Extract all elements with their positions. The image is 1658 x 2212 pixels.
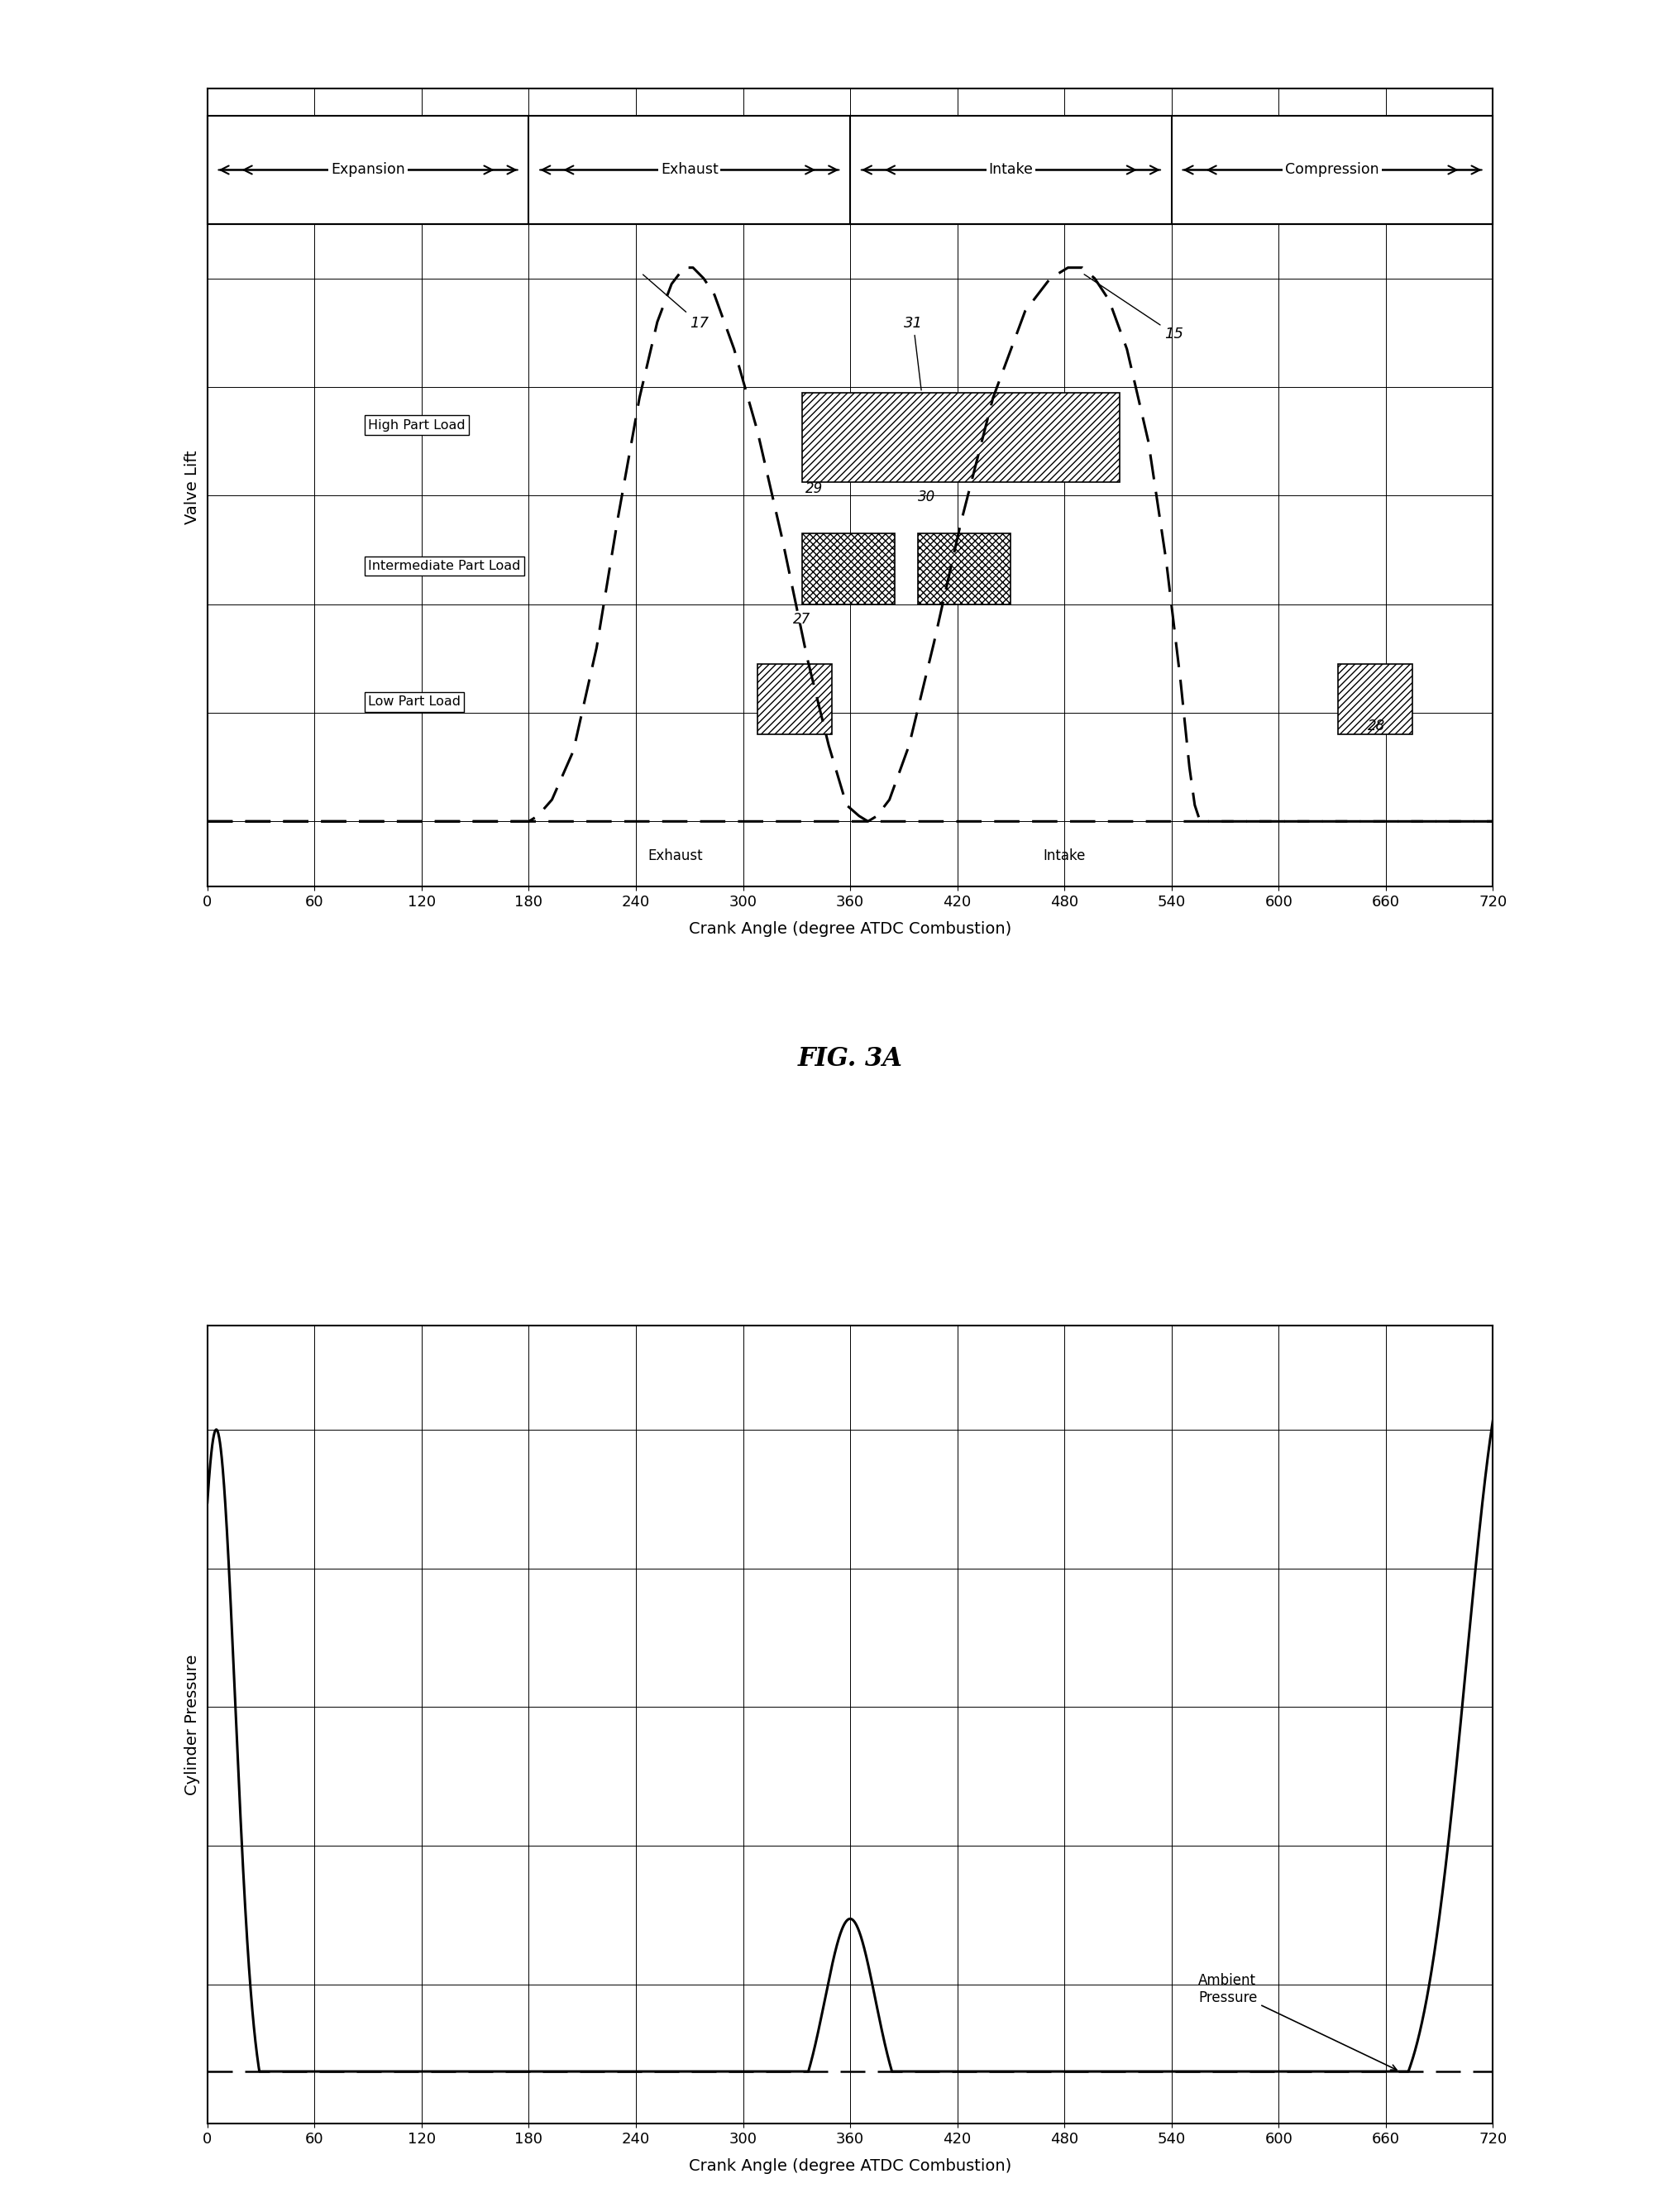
Bar xyxy=(1336,664,1413,734)
X-axis label: Crank Angle (degree ATDC Combustion): Crank Angle (degree ATDC Combustion) xyxy=(688,2159,1011,2174)
Text: 31: 31 xyxy=(904,316,922,389)
Text: Compression: Compression xyxy=(1285,161,1378,177)
X-axis label: Crank Angle (degree ATDC Combustion): Crank Angle (degree ATDC Combustion) xyxy=(688,920,1011,936)
Text: Exhaust: Exhaust xyxy=(660,161,718,177)
Y-axis label: Valve Lift: Valve Lift xyxy=(184,451,201,524)
Text: 15: 15 xyxy=(1084,274,1182,341)
Text: 27: 27 xyxy=(793,613,811,626)
Text: Intermediate Part Load: Intermediate Part Load xyxy=(368,560,521,573)
Text: Intake: Intake xyxy=(1043,849,1084,863)
Bar xyxy=(207,115,1492,223)
Text: 28: 28 xyxy=(1368,719,1384,734)
Text: 29: 29 xyxy=(806,482,822,495)
Text: Intake: Intake xyxy=(988,161,1033,177)
Bar xyxy=(758,664,832,734)
Text: 30: 30 xyxy=(917,489,935,504)
Bar xyxy=(917,533,1010,604)
Text: FIG. 3A: FIG. 3A xyxy=(797,1046,902,1073)
Text: 17: 17 xyxy=(643,274,708,330)
Text: Ambient
Pressure: Ambient Pressure xyxy=(1197,1973,1396,2070)
Bar xyxy=(801,392,1119,482)
Y-axis label: Cylinder Pressure: Cylinder Pressure xyxy=(184,1655,201,1794)
Text: High Part Load: High Part Load xyxy=(368,418,466,431)
Bar xyxy=(801,533,894,604)
Text: Exhaust: Exhaust xyxy=(647,849,703,863)
Text: Low Part Load: Low Part Load xyxy=(368,697,461,708)
Text: Expansion: Expansion xyxy=(332,161,405,177)
